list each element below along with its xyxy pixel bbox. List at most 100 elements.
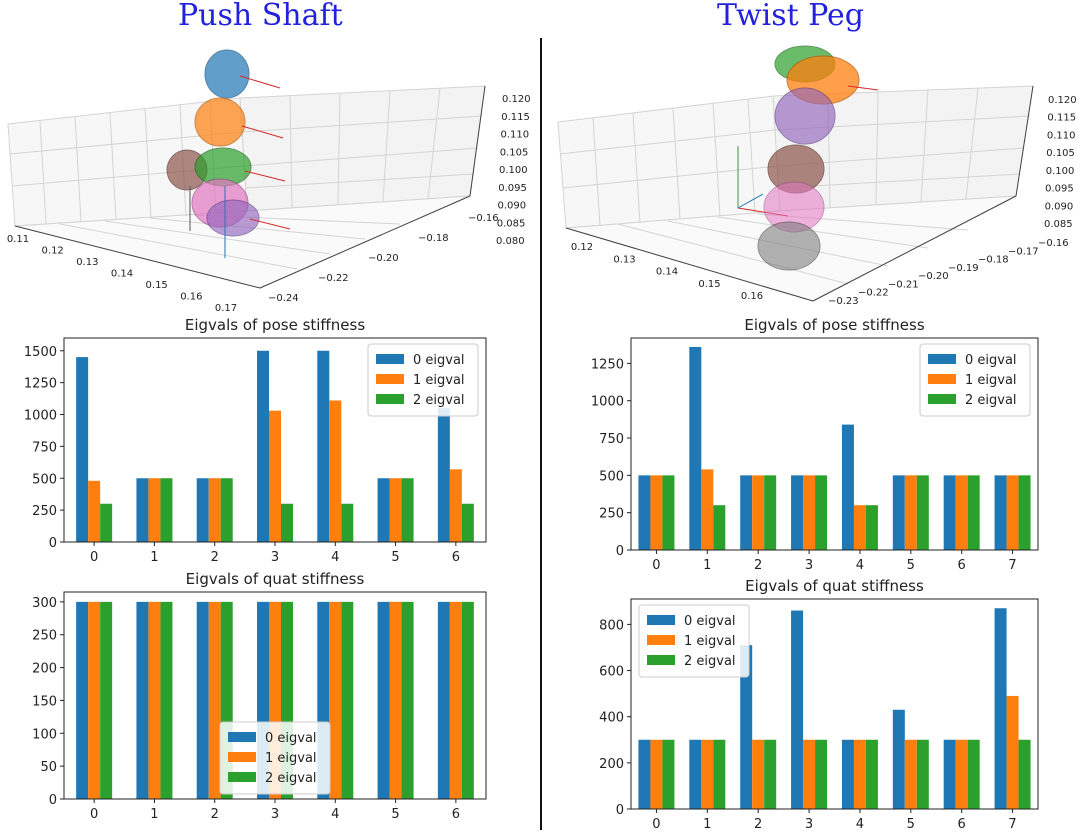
x-tick-label: 5 <box>907 558 915 573</box>
x-tick-label: 5 <box>391 550 399 565</box>
legend-swatch <box>647 635 675 645</box>
bar-0-eigval-cat-4 <box>317 350 330 542</box>
bar-0-eigval-cat-6 <box>943 739 956 809</box>
bar-2-eigval-cat-0 <box>100 503 113 542</box>
bar-2-eigval-cat-7 <box>1018 739 1031 809</box>
z-tick-label: 0.100 <box>1046 166 1075 177</box>
z-tick-label: 0.105 <box>500 147 529 158</box>
y-tick-label: 500 <box>32 472 57 487</box>
bar-0-eigval-cat-2 <box>196 601 209 799</box>
y-tick-label: 250 <box>32 629 57 644</box>
legend-label: 0 eigval <box>965 353 1017 368</box>
legend-label: 1 eigval <box>684 634 736 649</box>
y-tick-label: 1250 <box>591 357 624 372</box>
bar-0-eigval-cat-0 <box>638 739 651 809</box>
left-3d-grid <box>7 85 486 289</box>
y-tick-label: 0 <box>616 803 624 818</box>
legend-label: 1 eigval <box>965 373 1017 388</box>
bar-1-eigval-cat-0 <box>650 475 663 550</box>
z-tick-label: 0.095 <box>1045 184 1074 195</box>
z-tick-label: 0.080 <box>496 236 525 247</box>
legend-swatch <box>376 354 404 364</box>
bar-0-eigval-cat-7 <box>994 608 1007 809</box>
x-tick-label: 0.12 <box>42 246 64 257</box>
bar-1-eigval-cat-4 <box>329 400 342 542</box>
x-tick-label: 5 <box>907 817 915 832</box>
x-tick-label: 0.15 <box>146 280 168 291</box>
z-tick-label: 0.115 <box>501 112 530 123</box>
y-tick-label: −0.16 <box>468 213 499 224</box>
bar-1-eigval-cat-1 <box>148 478 161 542</box>
x-tick-label: 2 <box>754 817 762 832</box>
bar-0-eigval-cat-3 <box>257 350 269 542</box>
z-tick-label: 0.085 <box>1044 219 1073 230</box>
y-tick-label: 250 <box>32 504 57 519</box>
legend-label: 1 eigval <box>265 751 317 766</box>
bar-1-eigval-cat-3 <box>803 739 816 809</box>
bar-0-eigval-cat-6 <box>943 475 956 550</box>
bar-0-eigval-cat-0 <box>638 475 651 550</box>
bar-1-eigval-cat-0 <box>88 480 101 542</box>
x-tick-label: 0.11 <box>7 234 29 245</box>
bar-2-eigval-cat-5 <box>401 478 414 542</box>
chart-title: Eigvals of quat stiffness <box>186 570 365 588</box>
bar-2-eigval-cat-5 <box>916 475 929 550</box>
y-tick-label: 100 <box>32 727 57 742</box>
bar-0-eigval-cat-4 <box>841 739 854 809</box>
bar-2-eigval-cat-3 <box>815 739 828 809</box>
right-3d-scene: 0.12 0.13 0.14 0.15 0.16 −0.23−0.22−0.21−0.20… <box>557 45 1077 307</box>
bar-2-eigval-cat-7 <box>1018 475 1031 550</box>
bar-1-eigval-cat-6 <box>955 739 968 809</box>
bar-2-eigval-cat-5 <box>401 601 414 799</box>
y-tick-label: 200 <box>599 757 624 772</box>
right-frames <box>737 45 879 271</box>
y-tick-label: 300 <box>32 596 57 611</box>
bar-0-eigval-cat-3 <box>791 475 804 550</box>
y-tick-label: 50 <box>40 760 57 775</box>
bar-1-eigval-cat-0 <box>650 739 663 809</box>
chart-left-quat-stiffness: Eigvals of quat stiffness050100150200250… <box>32 570 487 822</box>
bar-0-eigval-cat-1 <box>689 739 702 809</box>
legend-label: 0 eigval <box>684 614 736 629</box>
x-tick-label: 0.16 <box>741 291 763 302</box>
x-tick-label: 6 <box>958 558 966 573</box>
chart-legend: 0 eigval 1 eigval 2 eigval <box>919 343 1031 417</box>
left-3d-axes <box>14 85 486 289</box>
chart-right-pose-stiffness: Eigvals of pose stiffness025050075010001… <box>591 316 1039 573</box>
y-tick-label: −0.20 <box>918 271 949 282</box>
x-tick-label: 0 <box>652 817 660 832</box>
z-tick-label: 0.085 <box>497 218 526 229</box>
bar-1-eigval-cat-6 <box>449 601 462 799</box>
z-tick-label: 0.115 <box>1047 113 1076 124</box>
y-tick-label: −0.19 <box>948 263 979 274</box>
bar-0-eigval-cat-5 <box>892 475 905 550</box>
x-tick-label: 5 <box>391 807 399 822</box>
left-3d-scene: 0.11 0.12 0.13 0.14 0.15 0.16 0.17 −0.24 −0.22 −0… <box>7 49 531 314</box>
bar-1-eigval-cat-5 <box>904 475 917 550</box>
x-tick-label: 6 <box>452 550 460 565</box>
y-tick-label: −0.18 <box>418 233 449 244</box>
panel-divider <box>540 38 542 830</box>
bar-0-eigval-cat-4 <box>841 424 854 550</box>
bar-2-eigval-cat-3 <box>815 475 828 550</box>
y-tick-label: 1000 <box>24 409 57 424</box>
legend-swatch <box>647 615 675 625</box>
x-tick-label: 1 <box>150 550 158 565</box>
x-tick-label: 0.15 <box>698 279 720 290</box>
chart-legend: 0 eigval 1 eigval 2 eigval <box>638 604 750 678</box>
y-tick-label: −0.21 <box>888 279 919 290</box>
legend-swatch <box>647 655 675 665</box>
bar-2-eigval-cat-2 <box>764 475 777 550</box>
bar-1-eigval-cat-5 <box>389 601 402 799</box>
legend-swatch <box>228 752 256 762</box>
y-tick-label: 400 <box>599 711 624 726</box>
legend-swatch <box>928 394 956 404</box>
right-3d-axes <box>565 85 1034 302</box>
frame-ellipse <box>194 97 246 147</box>
bar-1-eigval-cat-3 <box>269 410 281 542</box>
bar-1-eigval-cat-6 <box>955 475 968 550</box>
x-tick-label: 7 <box>1008 817 1016 832</box>
bar-1-eigval-cat-7 <box>1006 475 1019 550</box>
legend-label: 1 eigval <box>413 373 465 388</box>
x-tick-label: 0.13 <box>613 254 635 265</box>
